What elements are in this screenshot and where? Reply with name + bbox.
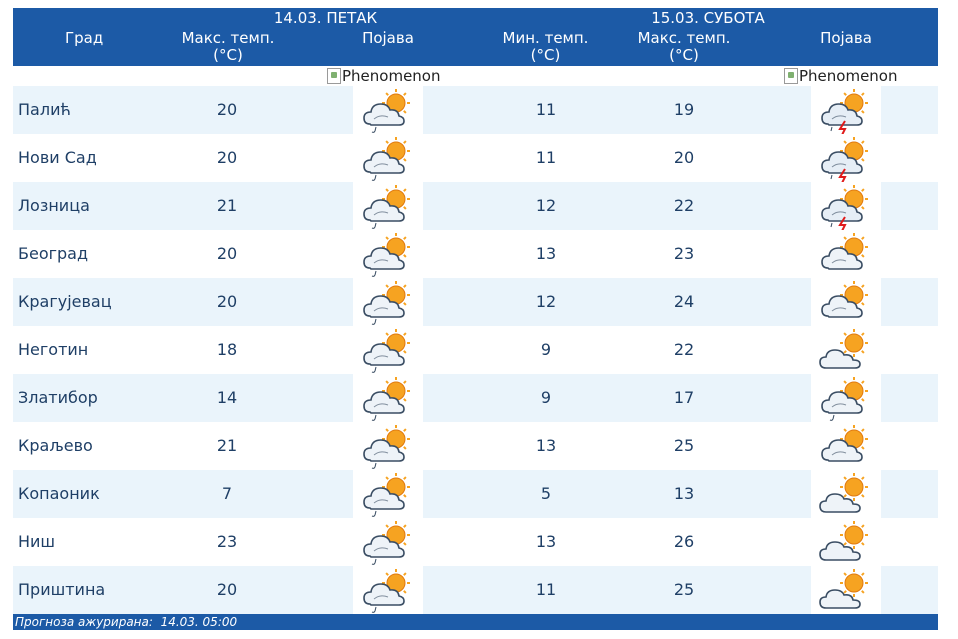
day2-max-temp: 23 <box>673 244 695 263</box>
day1-max-temp: 20 <box>216 292 238 311</box>
partly-cloudy-icon <box>811 470 881 518</box>
partly-cloudy-icon <box>811 518 881 566</box>
cloud-sun-drizzle-icon <box>353 518 423 566</box>
day2-date: 15.03. СУБОТА <box>651 9 765 27</box>
day2-min-temp: 13 <box>535 244 557 263</box>
day2-max-temp: 25 <box>673 580 695 599</box>
day1-max-temp-header: Макс. темп. (°C) <box>181 29 275 64</box>
day2-max-temp: 22 <box>673 340 695 359</box>
cloudy-sun-icon <box>811 278 881 326</box>
forecast-rows: Палић 20 11 19 Нови Сад 20 11 20 Лозница 21 12 22 Бе… <box>13 86 938 614</box>
forecast-table: Град 14.03. ПЕТАК Макс. темп. (°C) Појава… <box>13 8 938 630</box>
day2-min-temp: 12 <box>535 196 557 215</box>
day1-max-temp: 20 <box>216 100 238 119</box>
cloud-sun-drizzle-icon <box>353 278 423 326</box>
city-name: Лозница <box>18 196 90 215</box>
cloud-sun-drizzle-icon <box>353 326 423 374</box>
day2-min-temp: 11 <box>535 148 557 167</box>
cloud-sun-drizzle-icon <box>353 566 423 614</box>
table-row: Нови Сад 20 11 20 <box>13 134 938 182</box>
cloud-sun-drizzle-icon <box>353 182 423 230</box>
day2-min-temp: 11 <box>535 100 557 119</box>
table-row: Крагујевац 20 12 24 <box>13 278 938 326</box>
day2-max-temp: 13 <box>673 484 695 503</box>
city-column-header: Град <box>65 29 104 47</box>
cloud-sun-lightning-icon <box>811 182 881 230</box>
cloudy-sun-icon <box>811 230 881 278</box>
cloud-sun-lightning-icon <box>811 134 881 182</box>
cloud-sun-drizzle-icon <box>353 470 423 518</box>
day2-max-temp: 24 <box>673 292 695 311</box>
table-row: Краљево 21 13 25 <box>13 422 938 470</box>
broken-image-day2: Phenomenon <box>784 66 898 86</box>
update-footer: Прогноза ажурирана: 14.03. 05:00 <box>13 614 938 630</box>
day2-max-temp: 25 <box>673 436 695 455</box>
day2-max-temp: 22 <box>673 196 695 215</box>
cloud-sun-drizzle-icon <box>353 374 423 422</box>
day1-max-temp: 14 <box>216 388 238 407</box>
city-name: Краљево <box>18 436 93 455</box>
city-name: Копаоник <box>18 484 100 503</box>
table-row: Приштина 20 11 25 <box>13 566 938 614</box>
table-row: Копаоник 7 5 13 <box>13 470 938 518</box>
cloud-sun-drizzle-icon <box>353 422 423 470</box>
city-name: Палић <box>18 100 71 119</box>
city-name: Крагујевац <box>18 292 112 311</box>
cloud-sun-lightning-icon <box>811 86 881 134</box>
day2-phenomenon-header: Појава <box>820 29 872 47</box>
partly-cloudy-icon <box>811 326 881 374</box>
day1-date: 14.03. ПЕТАК <box>273 9 378 27</box>
day1-max-temp: 23 <box>216 532 238 551</box>
broken-image-row: Phenomenon Phenomenon <box>13 66 938 86</box>
day1-max-temp: 18 <box>216 340 238 359</box>
day1-max-temp: 21 <box>216 436 238 455</box>
day2-max-temp: 17 <box>673 388 695 407</box>
city-name: Београд <box>18 244 89 263</box>
day1-max-temp: 7 <box>221 484 233 503</box>
day2-min-temp-header: Мин. темп. (°C) <box>502 29 589 64</box>
day2-min-temp: 13 <box>535 436 557 455</box>
partly-cloudy-icon <box>811 566 881 614</box>
city-name: Ниш <box>18 532 56 551</box>
city-name: Неготин <box>18 340 89 359</box>
cloudy-sun-icon <box>811 422 881 470</box>
day2-max-temp: 20 <box>673 148 695 167</box>
cloud-sun-drizzle-icon <box>811 374 881 422</box>
day2-min-temp: 12 <box>535 292 557 311</box>
table-row: Неготин 18 9 22 <box>13 326 938 374</box>
table-row: Ниш 23 13 26 <box>13 518 938 566</box>
day2-max-temp-header: Макс. темп. (°C) <box>637 29 731 64</box>
day2-min-temp: 11 <box>535 580 557 599</box>
city-name: Златибор <box>18 388 98 407</box>
table-row: Београд 20 13 23 <box>13 230 938 278</box>
table-row: Златибор 14 9 17 <box>13 374 938 422</box>
day2-min-temp: 13 <box>535 532 557 551</box>
city-name: Нови Сад <box>18 148 97 167</box>
broken-image-icon <box>327 68 341 84</box>
day2-min-temp: 9 <box>540 388 552 407</box>
cloud-sun-drizzle-icon <box>353 230 423 278</box>
table-row: Лозница 21 12 22 <box>13 182 938 230</box>
cloud-sun-drizzle-icon <box>353 86 423 134</box>
day1-phenomenon-header: Појава <box>362 29 414 47</box>
day1-max-temp: 20 <box>216 148 238 167</box>
city-name: Приштина <box>18 580 106 599</box>
day2-min-temp: 5 <box>540 484 552 503</box>
day2-min-temp: 9 <box>540 340 552 359</box>
table-header: Град 14.03. ПЕТАК Макс. темп. (°C) Појава… <box>13 8 938 66</box>
day1-max-temp: 20 <box>216 580 238 599</box>
day1-max-temp: 20 <box>216 244 238 263</box>
day1-max-temp: 21 <box>216 196 238 215</box>
table-row: Палић 20 11 19 <box>13 86 938 134</box>
day2-max-temp: 19 <box>673 100 695 119</box>
cloud-sun-drizzle-icon <box>353 134 423 182</box>
day2-max-temp: 26 <box>673 532 695 551</box>
broken-image-icon <box>784 68 798 84</box>
broken-image-day1: Phenomenon <box>327 66 441 86</box>
